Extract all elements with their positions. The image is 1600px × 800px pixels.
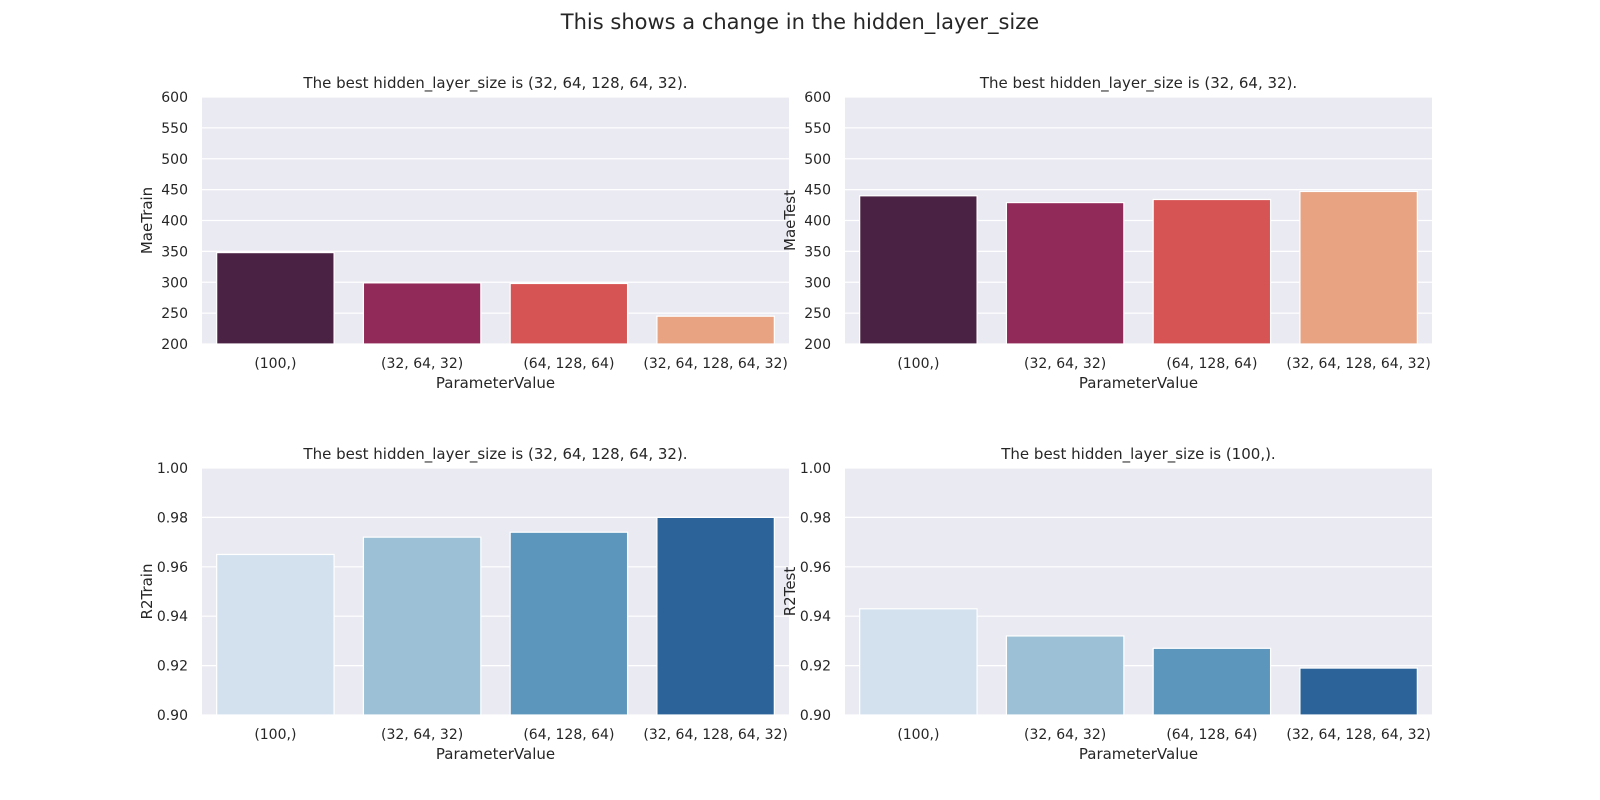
x-tick-label: (32, 64, 128, 64, 32) [1286, 356, 1431, 372]
x-axis-label: ParameterValue [436, 374, 555, 392]
x-axis-label: ParameterValue [436, 745, 555, 763]
bar [656, 516, 775, 716]
y-tick-label: 0.98 [800, 510, 831, 526]
y-tick-label: 450 [161, 183, 188, 199]
y-tick-label: 0.96 [800, 560, 831, 576]
figure-title: This shows a change in the hidden_layer_… [560, 10, 1040, 34]
y-tick-label: 0.92 [800, 659, 831, 675]
y-axis-label: R2Test [781, 567, 799, 617]
y-tick-label: 600 [161, 90, 188, 106]
y-tick-label: 400 [804, 214, 831, 230]
y-axis-label: MaeTest [781, 190, 799, 251]
y-tick-label: 300 [161, 275, 188, 291]
x-tick-label: (100,) [897, 727, 939, 743]
chart-mae-test: 200 250 300 350 400 450 500 550 600 (100,) (32, 64… [781, 74, 1432, 392]
x-tick-label: (64, 128, 64) [1166, 356, 1257, 372]
y-tick-label: 550 [804, 121, 831, 137]
y-axis-label: MaeTrain [138, 187, 156, 254]
x-tick-label: (32, 64, 128, 64, 32) [643, 727, 788, 743]
x-tick-label: (100,) [254, 356, 296, 372]
chart-r2-test: 0.90 0.92 0.94 0.96 0.98 1.00 (100,) (32, 64, 3… [781, 445, 1432, 763]
subplot-title: The best hidden_layer_size is (100,). [1000, 445, 1275, 464]
bar [859, 608, 978, 716]
chart-r2-train: 0.90 0.92 0.94 0.96 0.98 1.00 (100,) (32, 64, 3… [138, 445, 789, 763]
bar [216, 553, 335, 716]
x-tick-label: (32, 64, 128, 64, 32) [643, 356, 788, 372]
y-tick-label: 1.00 [157, 461, 188, 477]
y-tick-label: 300 [804, 275, 831, 291]
x-tick-label: (64, 128, 64) [523, 727, 614, 743]
x-axis-label: ParameterValue [1079, 745, 1198, 763]
y-tick-label: 250 [804, 306, 831, 322]
bar [362, 282, 482, 345]
x-tick-label: (100,) [254, 727, 296, 743]
x-tick-label: (100,) [897, 356, 939, 372]
bar [1005, 201, 1125, 345]
y-tick-label: 0.94 [800, 609, 831, 625]
x-tick-label: (64, 128, 64) [523, 356, 614, 372]
x-tick-label: (64, 128, 64) [1166, 727, 1257, 743]
y-tick-label: 350 [161, 244, 188, 260]
subplot-title: The best hidden_layer_size is (32, 64, 1… [302, 445, 687, 464]
bar [1152, 198, 1272, 345]
x-tick-label: (32, 64, 32) [1024, 727, 1106, 743]
bar [1152, 647, 1272, 716]
y-tick-label: 550 [161, 121, 188, 137]
x-tick-label: (32, 64, 32) [381, 727, 463, 743]
y-tick-label: 500 [161, 152, 188, 168]
y-tick-label: 350 [804, 244, 831, 260]
chart-mae-train: 200 250 300 350 400 450 500 550 600 (100,) (32, 64… [138, 74, 789, 392]
bar [656, 315, 775, 345]
bar [859, 195, 978, 345]
y-tick-label: 250 [161, 306, 188, 322]
bar [509, 531, 629, 716]
y-tick-label: 0.90 [800, 708, 831, 724]
y-tick-label: 400 [161, 214, 188, 230]
bar [1299, 190, 1418, 345]
x-tick-label: (32, 64, 32) [381, 356, 463, 372]
bar [1299, 667, 1418, 716]
subplot-title: The best hidden_layer_size is (32, 64, 3… [979, 74, 1297, 93]
x-axis-label: ParameterValue [1079, 374, 1198, 392]
y-tick-label: 0.98 [157, 510, 188, 526]
y-tick-label: 1.00 [800, 461, 831, 477]
y-tick-label: 0.94 [157, 609, 188, 625]
subplot-title: The best hidden_layer_size is (32, 64, 1… [302, 74, 687, 93]
bar [362, 536, 482, 716]
y-tick-label: 500 [804, 152, 831, 168]
y-axis-label: R2Train [138, 564, 156, 620]
x-tick-label: (32, 64, 128, 64, 32) [1286, 727, 1431, 743]
y-tick-label: 0.96 [157, 560, 188, 576]
bar [509, 282, 629, 345]
bar [216, 252, 335, 345]
y-tick-label: 0.90 [157, 708, 188, 724]
y-tick-label: 600 [804, 90, 831, 106]
bar [1005, 635, 1125, 716]
y-tick-label: 200 [804, 337, 831, 353]
y-tick-label: 200 [161, 337, 188, 353]
y-tick-label: 450 [804, 183, 831, 199]
y-tick-label: 0.92 [157, 659, 188, 675]
x-tick-label: (32, 64, 32) [1024, 356, 1106, 372]
